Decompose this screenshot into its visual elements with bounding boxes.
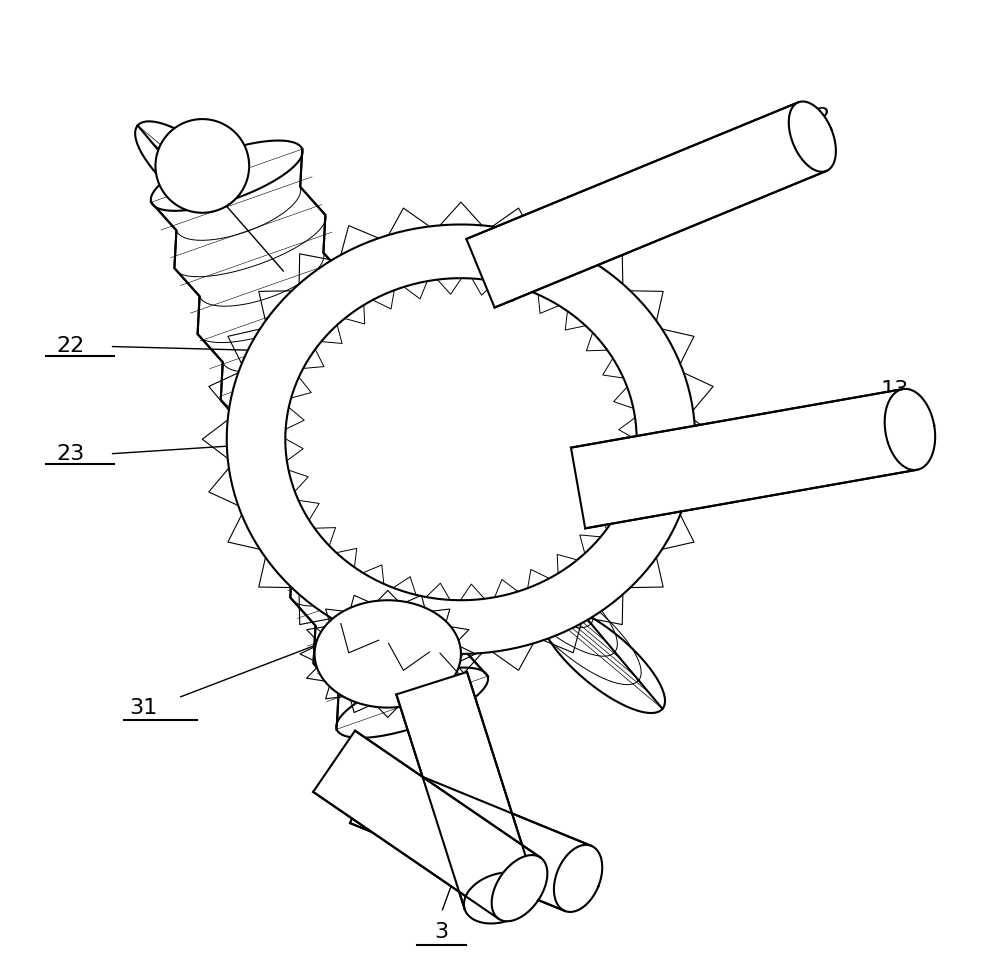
Polygon shape: [315, 600, 461, 708]
Text: 12: 12: [803, 107, 831, 127]
Polygon shape: [789, 102, 836, 172]
Text: 22: 22: [56, 337, 84, 356]
Polygon shape: [151, 149, 488, 729]
Polygon shape: [138, 126, 663, 709]
Polygon shape: [466, 102, 826, 307]
Polygon shape: [270, 278, 379, 346]
Polygon shape: [313, 731, 540, 918]
Polygon shape: [135, 121, 260, 230]
Polygon shape: [554, 845, 602, 912]
Polygon shape: [492, 855, 547, 921]
Polygon shape: [227, 224, 695, 654]
Polygon shape: [464, 873, 536, 923]
Text: 31: 31: [129, 698, 157, 717]
Polygon shape: [885, 388, 935, 470]
Text: 3: 3: [434, 922, 449, 942]
Polygon shape: [350, 758, 591, 911]
Text: 13: 13: [881, 381, 909, 400]
Polygon shape: [336, 668, 488, 738]
Polygon shape: [540, 604, 665, 713]
Polygon shape: [285, 278, 637, 600]
Circle shape: [155, 119, 249, 213]
Text: 23: 23: [56, 444, 84, 464]
Polygon shape: [396, 671, 535, 910]
Polygon shape: [571, 389, 917, 528]
Polygon shape: [271, 284, 485, 546]
Polygon shape: [377, 483, 486, 551]
Polygon shape: [151, 141, 303, 211]
